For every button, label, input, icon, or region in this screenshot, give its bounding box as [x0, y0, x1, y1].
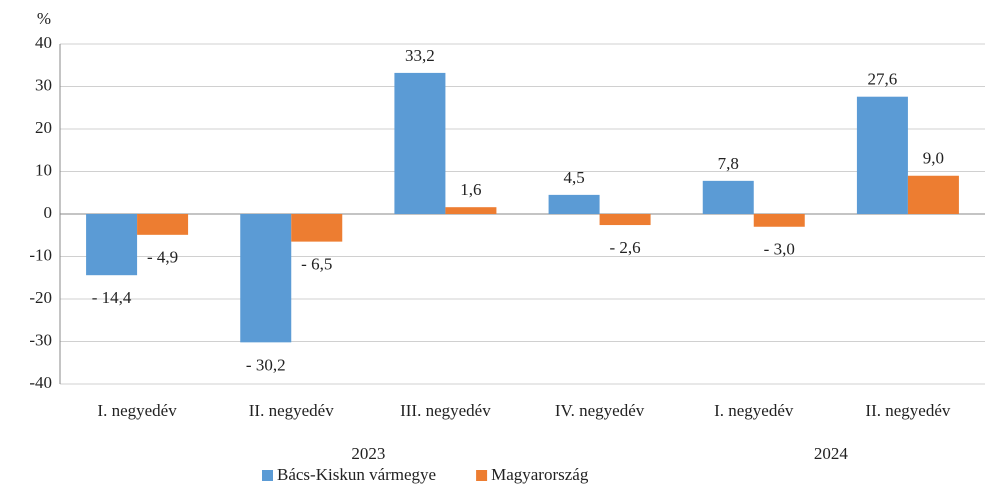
- value-label: - 30,2: [246, 355, 286, 374]
- bar: [907, 175, 959, 214]
- legend-label: Bács-Kiskun vármegye: [277, 465, 436, 484]
- y-tick-label: 20: [35, 118, 52, 137]
- y-tick-label: -40: [29, 373, 52, 392]
- value-label: 1,6: [460, 180, 481, 199]
- y-tick-label: 0: [44, 203, 53, 222]
- legend-swatch: [262, 470, 273, 481]
- bar: [394, 72, 446, 215]
- x-group-label: 2023: [351, 444, 385, 463]
- y-tick-label: 40: [35, 33, 52, 52]
- bar: [445, 207, 497, 214]
- value-label: - 3,0: [764, 240, 795, 259]
- value-label: - 4,9: [147, 248, 178, 267]
- legend-swatch: [476, 470, 488, 481]
- y-tick-label: 10: [35, 160, 52, 179]
- x-tick-label: II. negyedév: [249, 401, 334, 420]
- bar: [240, 214, 292, 343]
- bar: [856, 96, 908, 214]
- bar: [548, 194, 600, 214]
- value-label: 33,2: [405, 46, 435, 65]
- bar: [599, 214, 651, 226]
- bar: [753, 214, 805, 227]
- x-tick-label: II. negyedév: [865, 401, 950, 420]
- x-group-label: 2024: [814, 444, 849, 463]
- value-label: - 14,4: [92, 288, 132, 307]
- value-label: - 6,5: [301, 255, 332, 274]
- y-tick-label: -20: [29, 288, 52, 307]
- x-tick-label: III. negyedév: [400, 401, 491, 420]
- legend-label: Magyarország: [491, 465, 589, 484]
- bar: [702, 180, 754, 214]
- value-label: 9,0: [923, 149, 944, 168]
- value-label: 27,6: [868, 70, 898, 89]
- x-tick-label: I. negyedév: [714, 401, 794, 420]
- bar: [137, 214, 189, 235]
- y-unit: %: [37, 9, 51, 28]
- y-tick-label: -30: [29, 330, 52, 349]
- x-tick-label: IV. negyedév: [555, 401, 645, 420]
- bar: [86, 214, 138, 276]
- x-tick-label: I. negyedév: [97, 401, 177, 420]
- value-label: 4,5: [563, 168, 584, 187]
- bar: [291, 214, 343, 242]
- y-tick-label: 30: [35, 75, 52, 94]
- value-label: 7,8: [718, 154, 739, 173]
- value-label: - 2,6: [609, 238, 640, 257]
- y-tick-label: -10: [29, 245, 52, 264]
